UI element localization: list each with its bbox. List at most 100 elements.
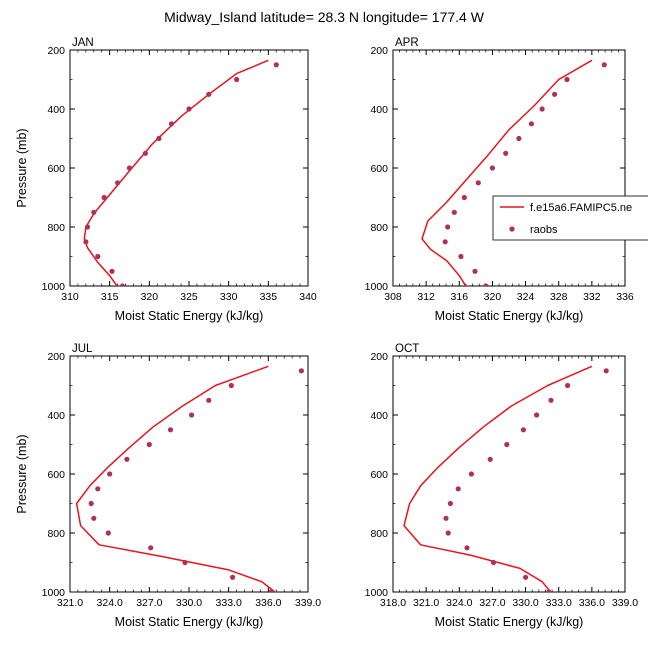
legend: f.e15a6.FAMIPC5.ne raobs bbox=[492, 195, 648, 241]
plot-frame bbox=[392, 355, 626, 593]
series-group bbox=[421, 59, 607, 286]
x-tick-label: 321.0 bbox=[413, 597, 439, 609]
x-tick-label: 333.0 bbox=[216, 597, 242, 609]
model-line bbox=[75, 365, 277, 592]
x-tick-label: 340 bbox=[299, 291, 317, 303]
obs-point bbox=[534, 412, 540, 418]
obs-point bbox=[601, 62, 607, 68]
obs-point bbox=[273, 62, 279, 68]
x-tick-label: 312 bbox=[417, 291, 435, 303]
y-tick-label: 600 bbox=[47, 163, 65, 175]
y-tick-label: 800 bbox=[47, 528, 65, 540]
y-tick-label: 800 bbox=[370, 528, 388, 540]
series-group bbox=[75, 365, 304, 592]
x-tick-label: 320 bbox=[484, 291, 502, 303]
obs-point bbox=[503, 150, 509, 156]
obs-point bbox=[546, 589, 552, 592]
obs-point bbox=[475, 180, 481, 186]
y-tick-label: 1000 bbox=[365, 281, 389, 293]
y-tick-label: 200 bbox=[47, 351, 65, 363]
obs-point bbox=[564, 76, 570, 83]
y-tick-label: 400 bbox=[370, 104, 388, 116]
obs-point bbox=[91, 209, 97, 215]
x-tick-label: 315 bbox=[101, 291, 119, 303]
y-tick-label: 800 bbox=[370, 222, 388, 234]
obs-point bbox=[445, 224, 451, 230]
obs-point bbox=[472, 268, 478, 274]
y-tick-label: 600 bbox=[47, 469, 65, 481]
x-tick-label: 330.0 bbox=[176, 597, 202, 609]
obs-point bbox=[548, 397, 554, 403]
obs-point bbox=[539, 106, 545, 112]
obs-point bbox=[167, 427, 174, 433]
obs-point bbox=[101, 194, 107, 201]
x-tick-label: 324.0 bbox=[446, 597, 472, 609]
obs-point bbox=[206, 397, 212, 403]
legend-box bbox=[492, 195, 648, 241]
x-tick-label: 321.0 bbox=[57, 597, 83, 609]
x-tick-label: 320 bbox=[141, 291, 159, 303]
obs-point bbox=[445, 530, 451, 536]
obs-point bbox=[528, 121, 535, 127]
obs-point bbox=[523, 574, 529, 580]
plot-frame bbox=[69, 355, 309, 593]
obs-point bbox=[109, 268, 115, 274]
y-tick-label: 200 bbox=[370, 45, 388, 57]
obs-point bbox=[468, 471, 474, 477]
obs-point bbox=[516, 135, 522, 142]
y-tick-label: 1000 bbox=[365, 587, 389, 599]
obs-point bbox=[228, 382, 234, 389]
obs-point bbox=[490, 559, 497, 566]
panel-label: JAN bbox=[72, 37, 94, 49]
y-tick-label: 600 bbox=[370, 469, 388, 481]
x-tick-label: 325 bbox=[180, 291, 198, 303]
obs-point bbox=[206, 91, 212, 97]
x-tick-label: 336 bbox=[616, 291, 634, 303]
x-tick-label: 332 bbox=[583, 291, 601, 303]
x-tick-label: 324.0 bbox=[97, 597, 123, 609]
x-tick-label: 327.0 bbox=[479, 597, 505, 609]
panel-label: JUL bbox=[72, 343, 93, 355]
obs-point bbox=[168, 121, 175, 127]
obs-point bbox=[504, 441, 510, 448]
y-tick-label: 1000 bbox=[42, 281, 66, 293]
obs-point bbox=[142, 150, 148, 156]
y-tick-label: 400 bbox=[47, 410, 65, 422]
obs-point bbox=[84, 224, 91, 230]
plot-frame bbox=[69, 49, 309, 287]
obs-point bbox=[443, 515, 449, 521]
obs-point bbox=[234, 76, 240, 83]
obs-point bbox=[298, 368, 304, 374]
y-axis-label: Pressure (mb) bbox=[15, 434, 29, 513]
panel-jul: 321.0 324.0 327.0 330.0 333.0 336.0 339.0 200 40… bbox=[15, 343, 321, 629]
series-group bbox=[83, 59, 279, 286]
y-axis-label: Pressure (mb) bbox=[15, 128, 29, 207]
legend-obs-swatch bbox=[509, 226, 515, 232]
legend-obs-label: raobs bbox=[530, 224, 558, 236]
obs-point bbox=[186, 106, 192, 112]
x-tick-label: 335 bbox=[260, 291, 278, 303]
y-tick-label: 400 bbox=[370, 410, 388, 422]
obs-point bbox=[455, 486, 461, 492]
obs-point bbox=[182, 559, 188, 566]
obs-point bbox=[105, 530, 111, 536]
x-tick-label: 308 bbox=[384, 291, 402, 303]
plot-frame bbox=[392, 49, 626, 287]
x-axis-label: Moist Static Energy (kJ/kg) bbox=[115, 615, 264, 629]
obs-point bbox=[442, 239, 448, 245]
obs-point bbox=[95, 486, 101, 492]
y-tick-label: 600 bbox=[370, 163, 388, 175]
obs-point bbox=[603, 368, 609, 374]
panel-oct: 318.0 321.0 324.0 327.0 330.0 333.0 336.0 339.0… bbox=[365, 343, 639, 629]
obs-point bbox=[95, 253, 101, 260]
obs-point bbox=[268, 589, 274, 592]
obs-point bbox=[552, 91, 558, 97]
x-tick-label: 330 bbox=[220, 291, 238, 303]
obs-point bbox=[148, 545, 154, 551]
obs-point bbox=[489, 165, 495, 171]
x-tick-label: 328 bbox=[550, 291, 568, 303]
y-tick-label: 1000 bbox=[42, 587, 66, 599]
obs-point bbox=[126, 165, 133, 171]
